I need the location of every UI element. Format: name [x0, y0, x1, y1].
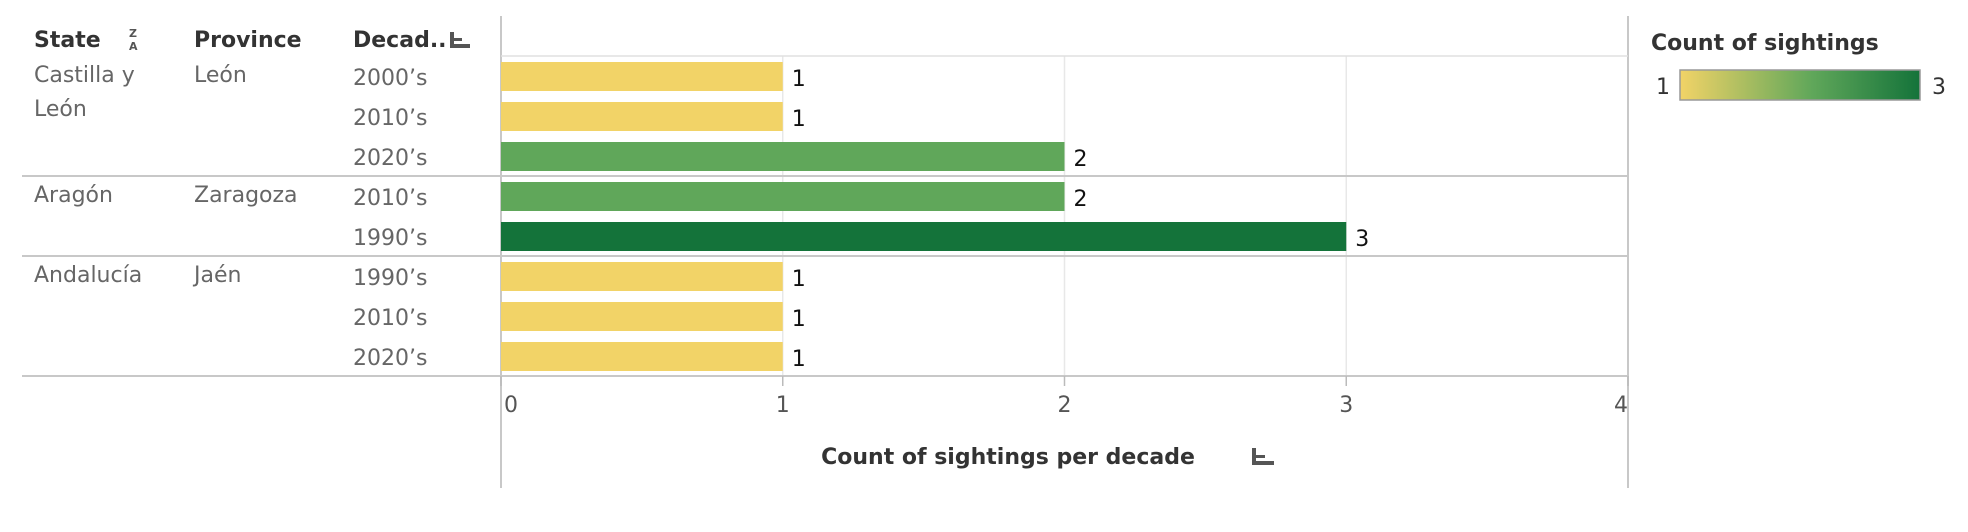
color-legend: Count of sightings 1 3 [1651, 31, 1946, 101]
state-label: Castilla y León [34, 63, 135, 122]
x-axis: 0 1 2 3 4 [500, 376, 1629, 418]
decade-label: 2020’s [353, 146, 427, 171]
tick-label: 0 [504, 393, 518, 418]
bar-value-label: 1 [792, 67, 806, 92]
bar-value-label: 1 [792, 347, 806, 372]
province-label: León [194, 63, 247, 88]
decade-label: 2000’s [353, 66, 427, 91]
bar-value-label: 1 [792, 307, 806, 332]
province-header[interactable]: Province [194, 28, 302, 53]
svg-text:A: A [129, 40, 138, 53]
decade-header[interactable]: Decad.. [353, 28, 447, 53]
bar-value-label: 2 [1074, 187, 1088, 212]
bar[interactable] [501, 102, 783, 131]
legend-gradient [1679, 69, 1921, 101]
province-label: Jaén [192, 263, 241, 288]
tick-label: 4 [1614, 393, 1628, 418]
bar[interactable] [501, 182, 1065, 211]
sort-za-icon[interactable]: Z A [129, 27, 138, 53]
bar-value-label: 2 [1074, 147, 1088, 172]
row-headers: Castilla y León León 2000’s 2010’s 2020’s Arag… [34, 63, 427, 371]
x-axis-title: Count of sightings per decade [821, 445, 1195, 470]
bar[interactable] [501, 262, 783, 291]
legend-title: Count of sightings [1651, 31, 1879, 56]
svg-text:Z: Z [129, 27, 137, 40]
legend-max: 3 [1932, 75, 1946, 100]
decade-label: 2010’s [353, 306, 427, 331]
bar[interactable] [501, 62, 783, 91]
bar[interactable] [501, 302, 783, 331]
bar-value-label: 1 [792, 267, 806, 292]
legend-min: 1 [1656, 75, 1670, 100]
decade-label: 2010’s [353, 186, 427, 211]
bar[interactable] [501, 142, 1065, 171]
grid-layer [22, 16, 1629, 488]
tick-label: 1 [776, 393, 790, 418]
tick-label: 3 [1339, 393, 1353, 418]
bars: 1 1 2 2 3 1 1 1 [501, 62, 1369, 372]
sort-bars-icon[interactable] [450, 32, 470, 48]
bar-value-label: 1 [792, 107, 806, 132]
decade-label: 2010’s [353, 106, 427, 131]
bar-value-label: 3 [1355, 227, 1369, 252]
decade-label: 1990’s [353, 266, 427, 291]
axis-sort-icon[interactable] [1252, 448, 1274, 465]
decade-label: 2020’s [353, 346, 427, 371]
bar[interactable] [501, 342, 783, 371]
state-header[interactable]: State [34, 28, 101, 53]
bar[interactable] [501, 222, 1347, 251]
province-label: Zaragoza [194, 183, 298, 208]
decade-label: 1990’s [353, 226, 427, 251]
state-label: Aragón [34, 183, 113, 208]
state-label: Andalucía [34, 263, 142, 288]
tick-label: 2 [1058, 393, 1072, 418]
